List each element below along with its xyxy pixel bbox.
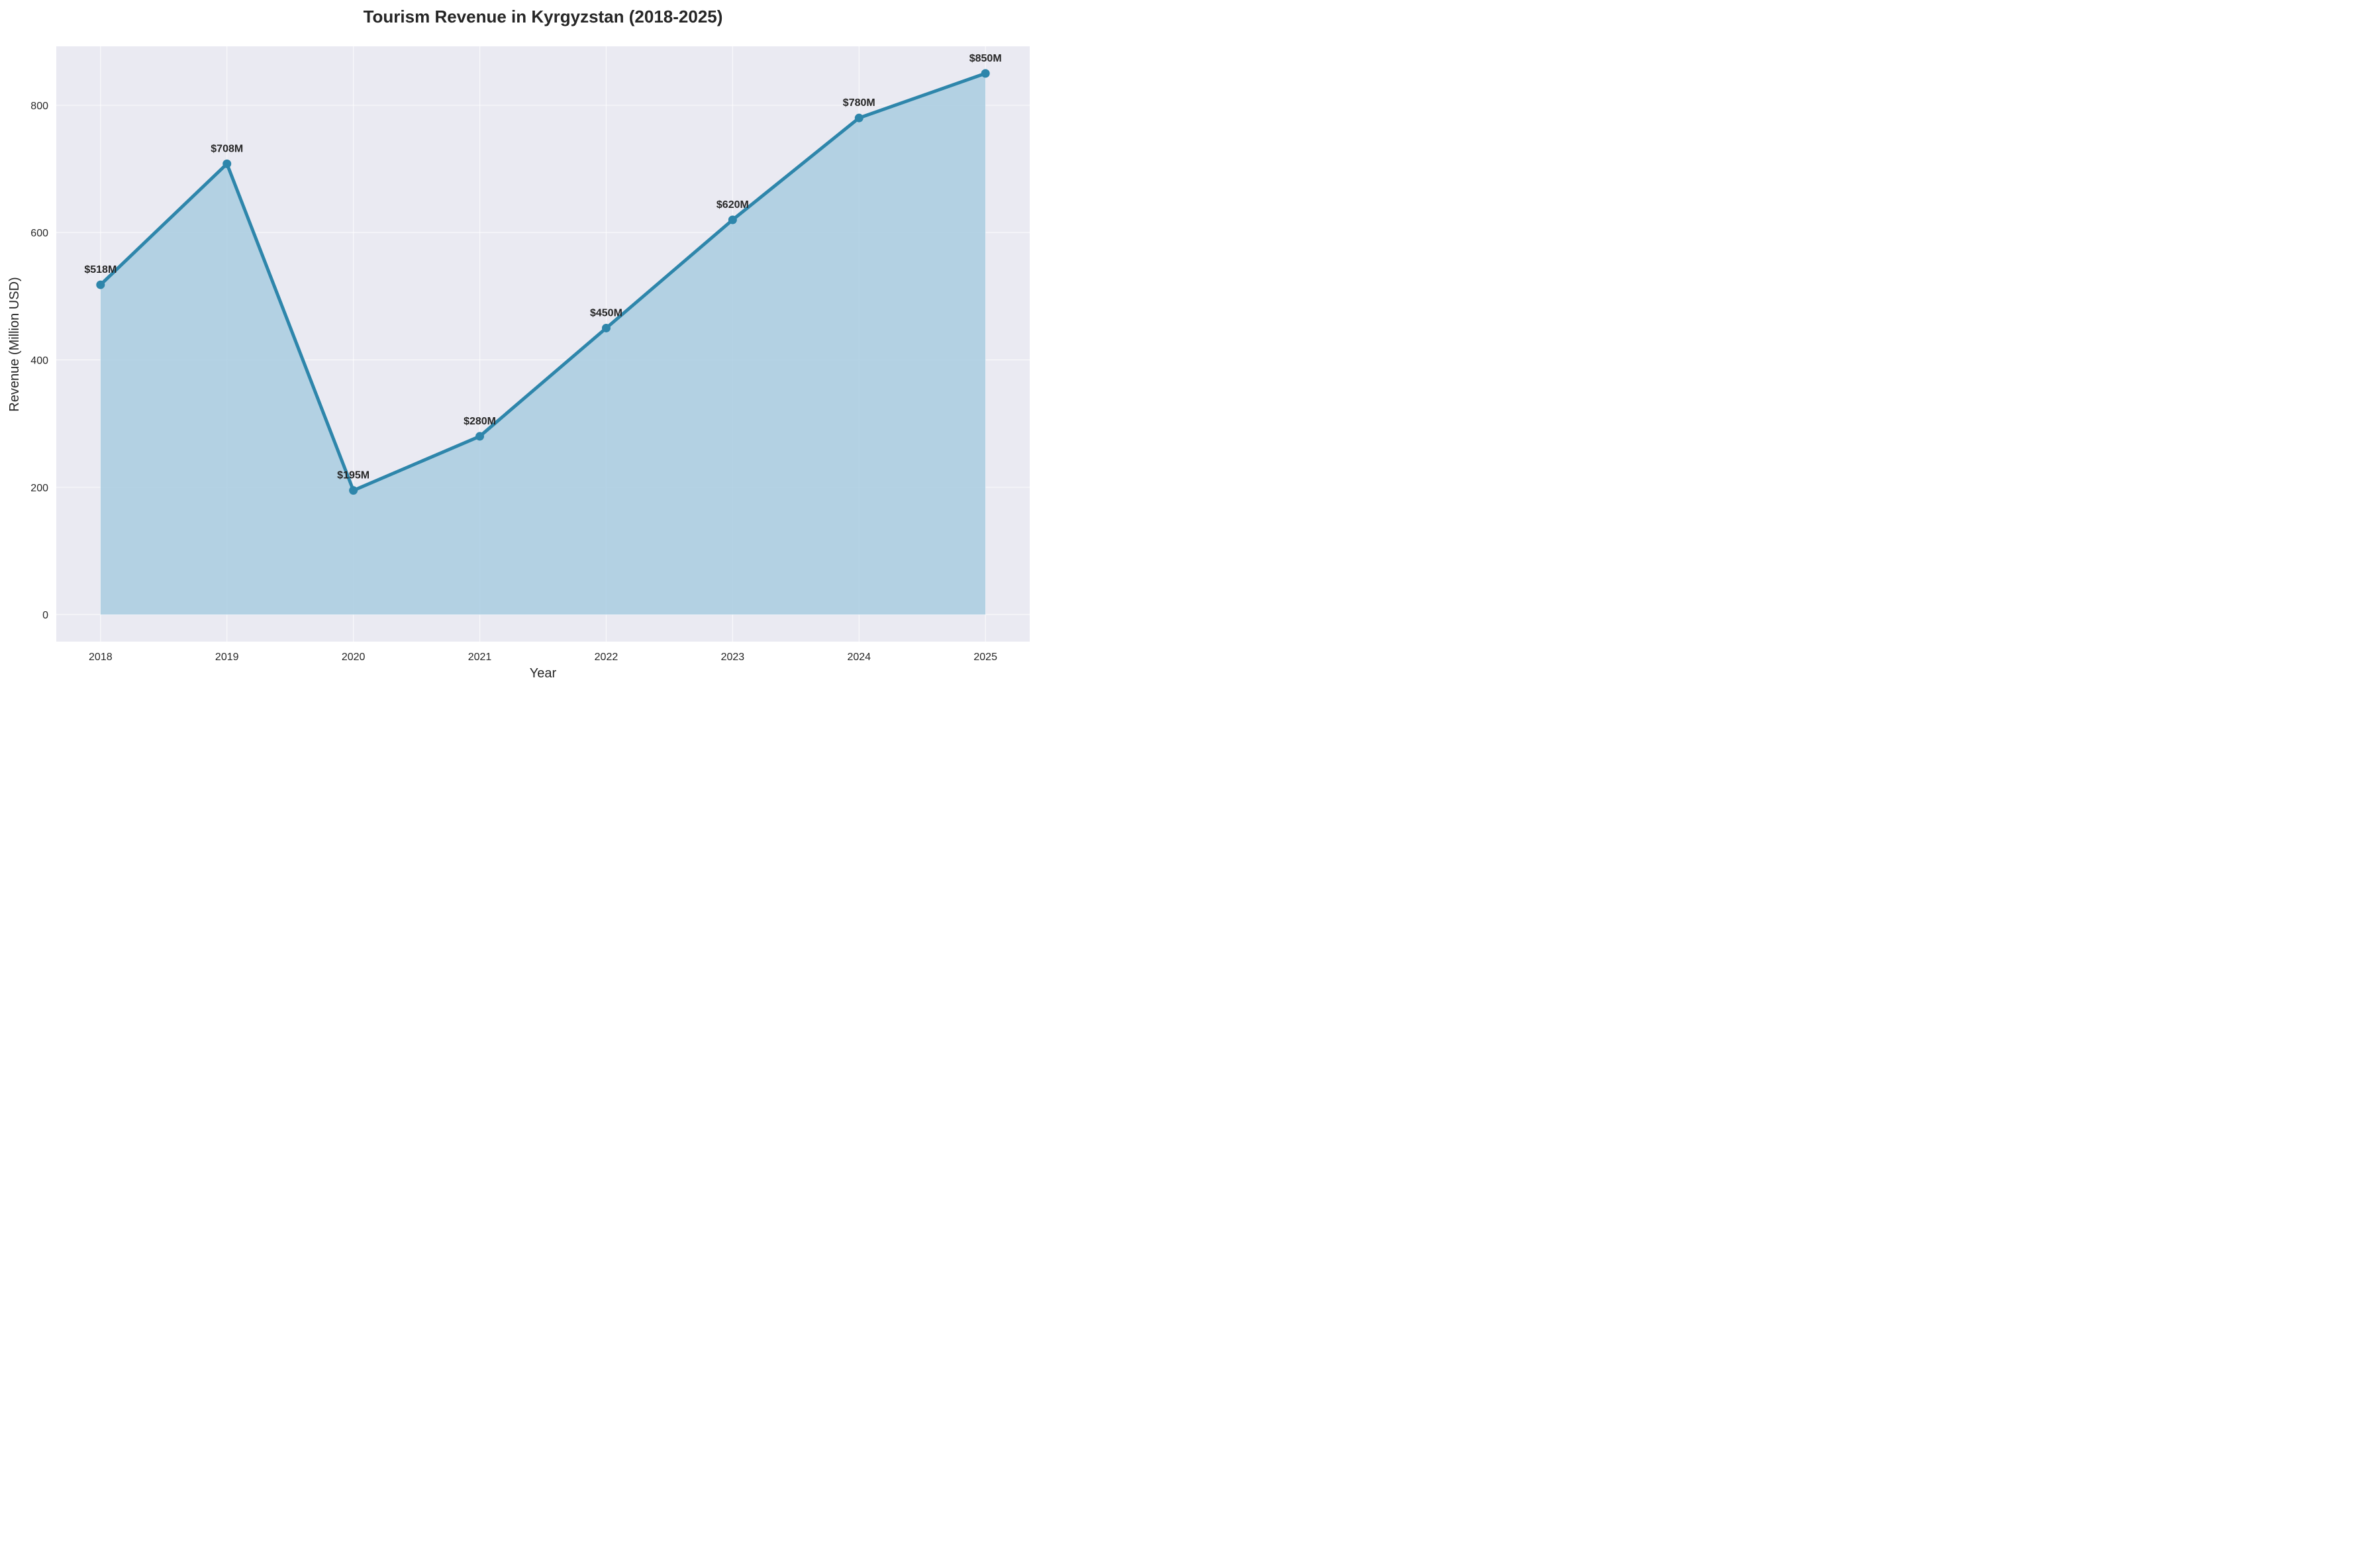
y-tick-label: 0	[42, 610, 48, 621]
data-point	[601, 323, 611, 332]
x-tick-label: 2019	[215, 652, 239, 663]
x-tick-label: 2021	[468, 652, 492, 663]
x-tick-label: 2022	[595, 652, 618, 663]
data-label: $518M	[84, 264, 117, 275]
data-point	[854, 113, 863, 122]
data-label: $450M	[590, 307, 622, 318]
data-label: $780M	[843, 97, 875, 109]
y-axis-label: Revenue (Million USD)	[7, 277, 22, 411]
series-line	[99, 72, 987, 493]
data-label: $708M	[211, 143, 243, 154]
series-area	[100, 73, 986, 615]
x-axis-label: Year	[530, 666, 557, 681]
y-tick-label: 800	[30, 101, 48, 112]
data-point	[981, 69, 990, 78]
area-layer	[100, 73, 986, 615]
data-label: $280M	[464, 416, 496, 427]
point-layer	[96, 69, 990, 495]
x-tick-label: 2018	[89, 652, 113, 663]
y-tick-label: 200	[30, 483, 48, 494]
data-point	[728, 215, 737, 224]
data-point	[222, 159, 232, 168]
data-label: $850M	[969, 53, 1002, 64]
data-point	[96, 280, 105, 289]
chart: $518M $708M $195M $280M $450M $620M $780M $850M…	[0, 0, 1040, 689]
data-label: $195M	[337, 470, 369, 481]
x-tick-label: 2024	[847, 652, 871, 663]
chart-svg: $518M $708M $195M $280M $450M $620M $780M $850M…	[0, 0, 1040, 689]
data-point	[475, 432, 485, 441]
y-tick-label: 400	[30, 356, 48, 367]
line-layer	[99, 72, 987, 493]
data-label: $620M	[716, 199, 749, 211]
chart-title: Tourism Revenue in Kyrgyzstan (2018-2025…	[364, 7, 723, 26]
x-tick-label: 2020	[342, 652, 366, 663]
data-label-layer: $518M $708M $195M $280M $450M $620M $780M $850M	[84, 53, 1001, 481]
tick-layer: 0 200 400 600 800 2018 2019 2020 2021 2022 2023 202…	[30, 101, 997, 663]
x-tick-label: 2023	[721, 652, 745, 663]
data-point	[349, 486, 358, 495]
y-tick-label: 600	[30, 228, 48, 239]
x-tick-label: 2025	[973, 652, 997, 663]
